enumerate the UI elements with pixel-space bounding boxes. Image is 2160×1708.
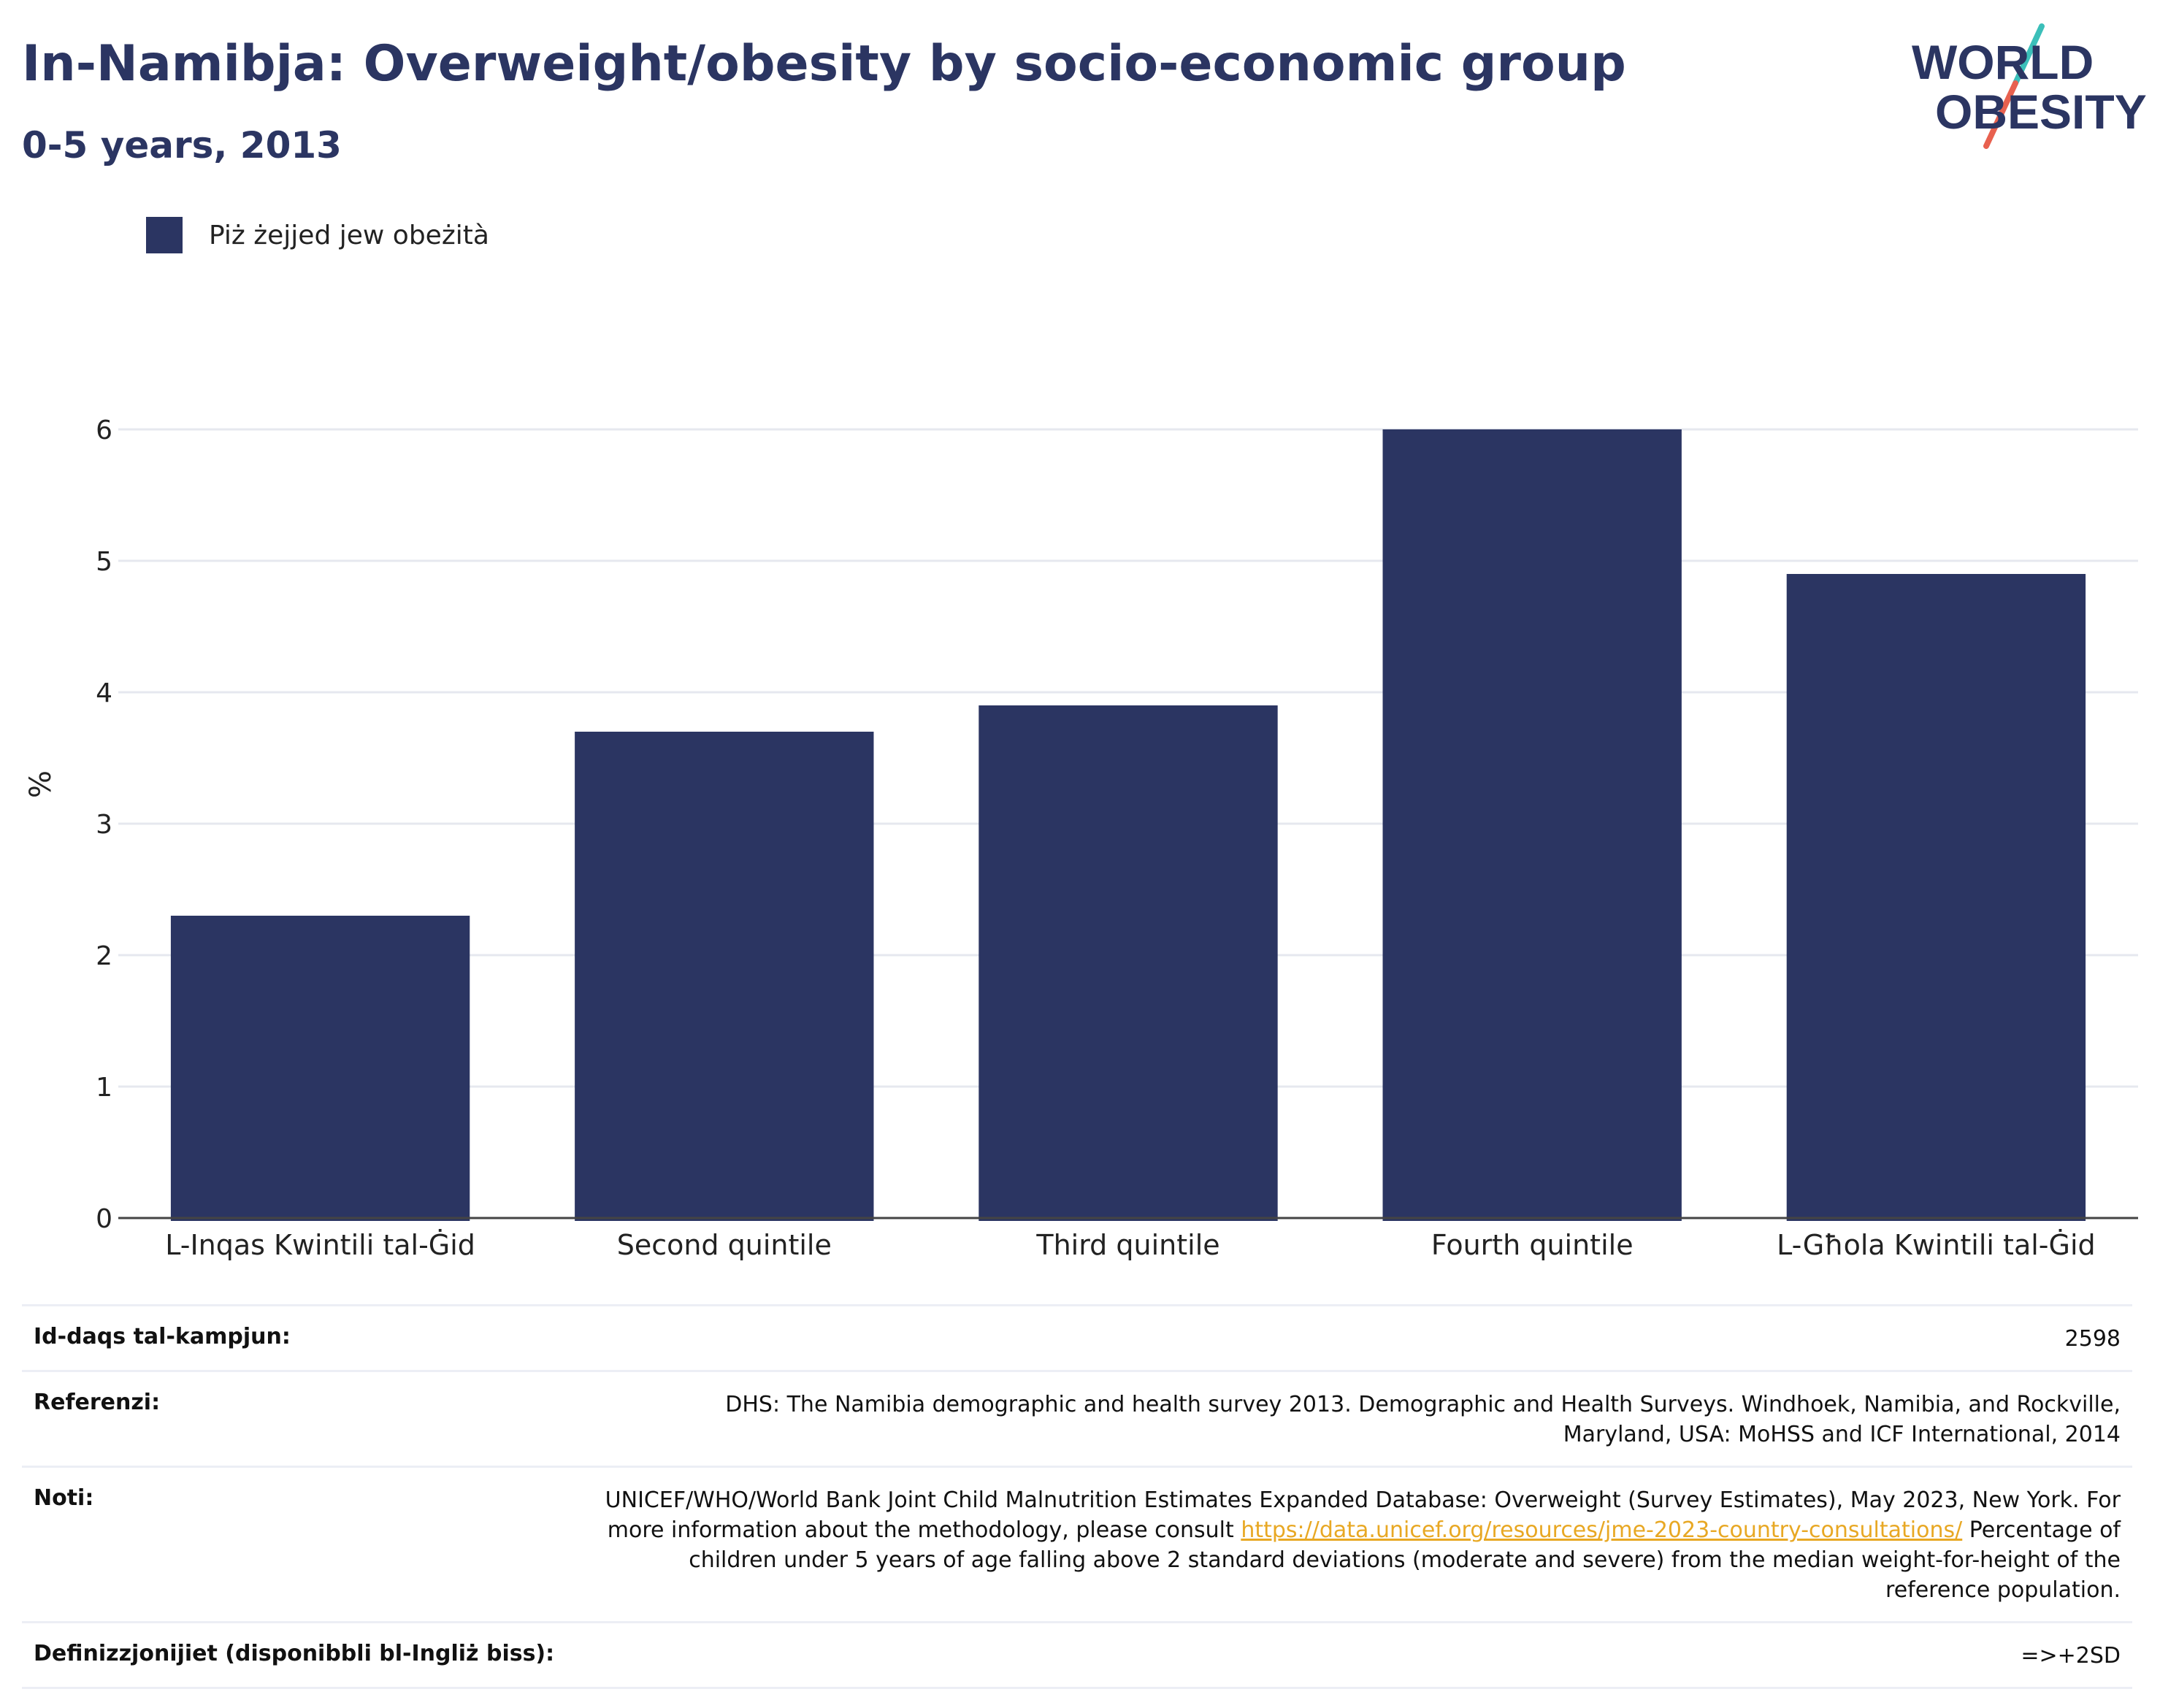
x-category-label: Second quintile — [617, 1229, 832, 1261]
definitions-value: =>+2SD — [2021, 1643, 2121, 1669]
notes-link[interactable]: https://data.unicef.org/resources/jme-20… — [1241, 1517, 1963, 1543]
notes-row: Noti: UNICEF/WHO/World Bank Joint Child … — [22, 1466, 2132, 1621]
legend-swatch — [146, 217, 183, 253]
bars — [170, 429, 2086, 1221]
definitions-label: Definizzjonijiet (disponibbli bl-Ingliż … — [34, 1641, 555, 1666]
bar[interactable] — [575, 732, 874, 1221]
logo-word-1: WORLD — [1912, 35, 2094, 89]
sample-size-value: 2598 — [2064, 1326, 2121, 1352]
logo-slash-red — [1983, 80, 2018, 149]
y-tick-label: 3 — [96, 810, 112, 840]
bar[interactable] — [1382, 429, 1682, 1221]
info-table: Id-daqs tal-kampjun: 2598 Referenzi: DHS… — [22, 1304, 2132, 1689]
notes-value: UNICEF/WHO/World Bank Joint Child Malnut… — [602, 1485, 2121, 1605]
definitions-row: Definizzjonijiet (disponibbli bl-Ingliż … — [22, 1621, 2132, 1689]
x-category-label: Fourth quintile — [1431, 1229, 1634, 1261]
bar[interactable] — [978, 705, 1278, 1221]
y-tick-label: 4 — [96, 678, 112, 708]
y-axis-ticks: 0 1 2 3 4 5 6 — [96, 415, 112, 1234]
bar[interactable] — [1786, 574, 2086, 1221]
y-tick-label: 5 — [96, 547, 112, 577]
bar[interactable] — [170, 916, 470, 1221]
bar-chart: 0 1 2 3 4 5 6 L-Inqas Kwintili tal-Ġid Second q… — [24, 415, 2138, 1261]
references-label: Referenzi: — [34, 1390, 161, 1415]
chart-subtitle: 0-5 years, 2013 — [22, 124, 342, 166]
chart-title: In-Namibja: Overweight/obesity by socio-… — [22, 35, 1626, 93]
sample-size-label: Id-daqs tal-kampjun: — [34, 1324, 291, 1349]
references-value: DHS: The Namibia demographic and health … — [725, 1392, 2121, 1447]
x-category-label: Third quintile — [1035, 1229, 1219, 1261]
notes-label: Noti: — [34, 1485, 94, 1511]
y-axis-title: % — [24, 770, 58, 798]
chart-legend[interactable]: Piż żejjed jew obeżità — [146, 216, 489, 254]
legend-label: Piż żejjed jew obeżità — [209, 220, 489, 250]
world-obesity-logo: WORLD OBESITY — [1912, 23, 2147, 149]
y-tick-label: 1 — [96, 1073, 112, 1103]
y-tick-label: 6 — [96, 415, 112, 445]
logo-slash-teal — [2012, 23, 2045, 86]
notes-text-after: Percentage of children under 5 years of … — [689, 1517, 2121, 1603]
logo-word-2: OBESITY — [1935, 85, 2147, 139]
y-tick-label: 0 — [96, 1204, 112, 1234]
x-category-label: L-Inqas Kwintili tal-Ġid — [165, 1229, 475, 1261]
y-tick-label: 2 — [96, 941, 112, 971]
x-axis-labels: L-Inqas Kwintili tal-Ġid Second quintile T… — [165, 1229, 2095, 1261]
sample-size-row: Id-daqs tal-kampjun: 2598 — [22, 1304, 2132, 1370]
notes-text-before: UNICEF/WHO/World Bank Joint Child Malnut… — [605, 1487, 2121, 1543]
x-category-label: L-Għola Kwintili tal-Ġid — [1777, 1229, 2096, 1261]
references-row: Referenzi: DHS: The Namibia demographic … — [22, 1370, 2132, 1466]
